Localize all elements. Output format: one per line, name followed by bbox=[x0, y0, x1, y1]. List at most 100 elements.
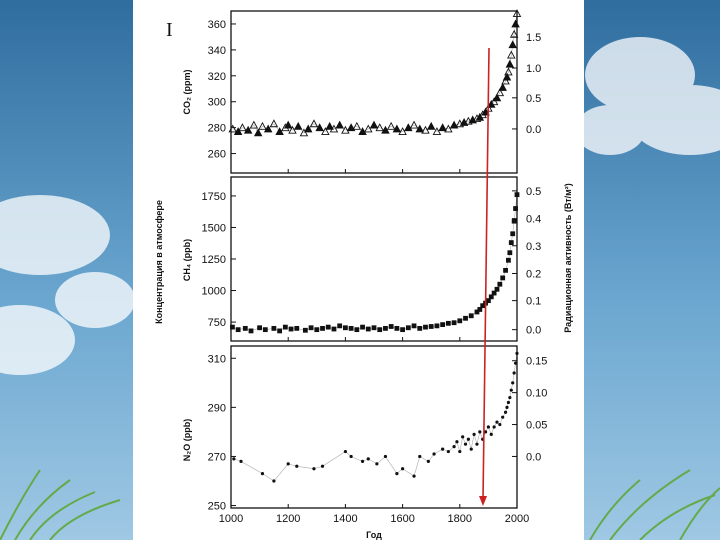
y2-tick-label: 0.0 bbox=[526, 451, 541, 463]
data-point bbox=[497, 281, 503, 287]
y-tick-label: 320 bbox=[208, 71, 226, 83]
data-point bbox=[502, 72, 512, 81]
data-point bbox=[474, 309, 480, 315]
x-tick-label: 2000 bbox=[505, 513, 529, 525]
data-point bbox=[511, 381, 515, 385]
data-point bbox=[498, 422, 502, 427]
data-point bbox=[469, 447, 473, 451]
data-point bbox=[481, 107, 490, 116]
data-point bbox=[463, 442, 468, 446]
data-point bbox=[451, 320, 457, 326]
data-point bbox=[288, 326, 294, 332]
data-point bbox=[294, 325, 300, 331]
data-point bbox=[411, 323, 417, 329]
data-point bbox=[505, 59, 515, 68]
data-point bbox=[314, 327, 320, 333]
y-tick-label: 300 bbox=[208, 97, 226, 109]
data-point bbox=[360, 324, 365, 330]
data-point bbox=[366, 457, 370, 461]
data-point bbox=[506, 257, 511, 263]
data-point bbox=[428, 324, 434, 329]
data-point bbox=[440, 322, 446, 327]
data-point bbox=[260, 472, 265, 476]
y2-tick-label: 0.10 bbox=[526, 388, 547, 400]
data-point bbox=[388, 324, 394, 329]
data-point bbox=[348, 325, 354, 331]
data-point bbox=[486, 425, 490, 429]
data-point bbox=[432, 127, 442, 135]
y2-tick-label: 1.0 bbox=[526, 63, 541, 75]
x-tick-label: 1000 bbox=[219, 513, 243, 525]
data-point bbox=[507, 50, 516, 59]
data-point bbox=[412, 474, 416, 478]
data-point bbox=[343, 325, 348, 331]
data-point bbox=[248, 328, 254, 334]
data-point bbox=[492, 425, 496, 429]
data-point bbox=[371, 325, 377, 331]
y-tick-label: 750 bbox=[208, 317, 226, 329]
data-point bbox=[228, 124, 237, 133]
data-point bbox=[508, 395, 512, 400]
data-point bbox=[441, 447, 445, 451]
data-point bbox=[438, 123, 447, 132]
data-point bbox=[445, 320, 451, 326]
data-point bbox=[383, 454, 388, 459]
data-point bbox=[257, 325, 262, 331]
data-point bbox=[299, 128, 309, 137]
y-tick-label: 270 bbox=[208, 451, 226, 463]
panel-co2-ylabel: CO₂ (ppm) bbox=[182, 70, 192, 115]
y2-tick-label: 0.3 bbox=[526, 241, 541, 253]
data-point bbox=[243, 125, 253, 134]
data-point bbox=[364, 124, 373, 133]
data-point bbox=[295, 464, 299, 468]
data-point bbox=[263, 124, 273, 133]
data-point bbox=[253, 128, 263, 137]
data-point bbox=[478, 430, 482, 434]
arrow-head bbox=[479, 496, 487, 506]
data-point bbox=[302, 327, 308, 333]
data-point bbox=[466, 437, 470, 441]
y2-tick-label: 0.0 bbox=[526, 325, 541, 337]
data-point bbox=[504, 67, 513, 76]
data-point bbox=[365, 326, 371, 332]
panel-ch4-frame bbox=[230, 176, 518, 342]
y-tick-label: 310 bbox=[208, 353, 226, 365]
data-point bbox=[506, 400, 511, 405]
data-point bbox=[308, 325, 314, 331]
data-point bbox=[489, 432, 493, 436]
data-point bbox=[346, 123, 356, 132]
data-point bbox=[383, 325, 388, 331]
data-point bbox=[500, 275, 506, 281]
data-point bbox=[293, 121, 303, 130]
data-point bbox=[475, 442, 479, 446]
figure-sheet bbox=[133, 0, 584, 540]
data-point bbox=[283, 120, 293, 129]
panel-ch4-trend-line bbox=[232, 194, 518, 332]
data-point bbox=[513, 361, 518, 365]
data-point bbox=[262, 327, 268, 333]
data-point bbox=[309, 119, 319, 128]
x-tick-label: 1600 bbox=[390, 513, 414, 525]
data-point bbox=[488, 294, 494, 300]
data-point bbox=[271, 325, 277, 331]
data-point bbox=[325, 121, 334, 130]
y2-tick-label: 1.5 bbox=[526, 32, 541, 44]
y-tick-label: 340 bbox=[208, 45, 226, 57]
x-axis-label: Год bbox=[366, 530, 382, 540]
y-tick-label: 1000 bbox=[202, 286, 226, 298]
data-point bbox=[343, 449, 347, 454]
data-point bbox=[508, 40, 517, 49]
y2-tick-label: 0.05 bbox=[526, 420, 547, 432]
data-point bbox=[277, 328, 283, 334]
data-point bbox=[503, 267, 508, 273]
data-point bbox=[509, 29, 519, 38]
data-point bbox=[509, 388, 513, 392]
data-point bbox=[386, 121, 396, 130]
y-tick-label: 1750 bbox=[202, 191, 226, 203]
y-tick-label: 260 bbox=[208, 149, 226, 161]
data-point bbox=[458, 449, 462, 454]
y-tick-label: 290 bbox=[208, 402, 226, 414]
y-tick-label: 1250 bbox=[202, 254, 226, 266]
data-point bbox=[463, 315, 468, 321]
